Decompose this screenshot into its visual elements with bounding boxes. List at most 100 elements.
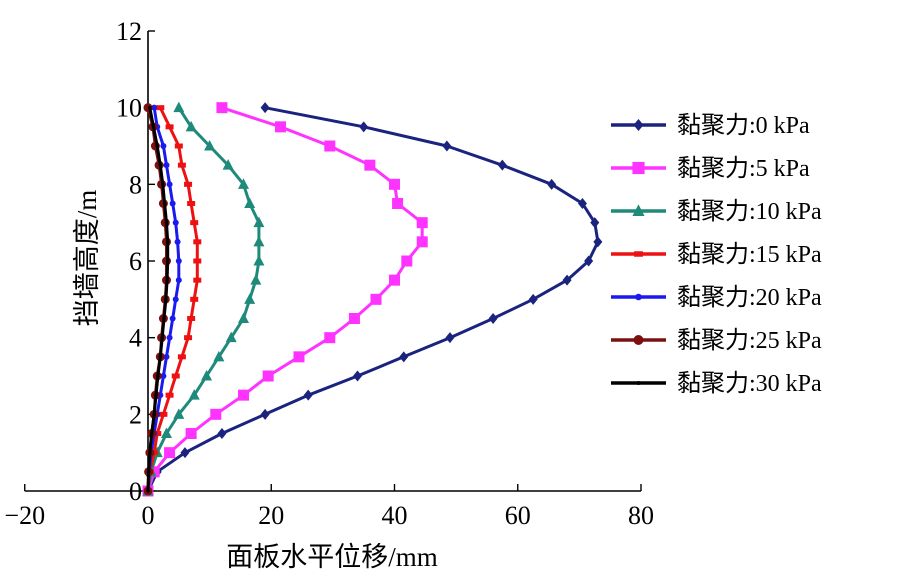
data-point bbox=[148, 450, 152, 455]
data-point bbox=[244, 293, 256, 304]
data-point bbox=[175, 258, 182, 264]
data-point bbox=[173, 101, 185, 113]
legend-item: 黏聚力:15 kPa bbox=[611, 241, 822, 268]
data-point bbox=[193, 277, 202, 283]
data-point bbox=[324, 332, 336, 344]
data-point bbox=[593, 236, 603, 248]
data-point bbox=[149, 431, 154, 436]
legend-label: 黏聚力:15 kPa bbox=[677, 241, 822, 268]
data-point bbox=[146, 489, 150, 493]
legend-label: 黏聚力:5 kPa bbox=[677, 155, 810, 182]
legend-item: 黏聚力:25 kPa bbox=[611, 327, 822, 354]
y-tick-label: 2 bbox=[129, 400, 142, 429]
data-point bbox=[238, 389, 250, 401]
data-point bbox=[389, 274, 400, 286]
data-point bbox=[217, 428, 227, 439]
data-point bbox=[177, 354, 186, 360]
y-tick-label: 8 bbox=[129, 170, 142, 199]
data-point bbox=[584, 255, 594, 267]
data-point bbox=[165, 278, 169, 282]
series-3 bbox=[142, 101, 265, 496]
data-point bbox=[164, 447, 176, 459]
data-point bbox=[184, 181, 193, 187]
series-4 bbox=[144, 105, 202, 494]
data-point bbox=[274, 121, 286, 133]
data-point bbox=[164, 220, 169, 225]
data-point bbox=[353, 370, 363, 382]
data-point bbox=[260, 102, 270, 114]
data-point bbox=[165, 124, 174, 130]
data-point bbox=[174, 238, 181, 245]
data-point bbox=[188, 389, 200, 400]
y-tick-label: 12 bbox=[116, 17, 142, 46]
data-point bbox=[416, 236, 428, 248]
y-tick-label: 6 bbox=[129, 247, 142, 276]
data-point bbox=[187, 316, 196, 321]
data-point bbox=[162, 201, 167, 206]
data-point bbox=[158, 355, 163, 359]
data-point bbox=[190, 220, 199, 226]
data-point bbox=[392, 198, 404, 209]
legend-label: 黏聚力:30 kPa bbox=[677, 370, 822, 397]
legend-label: 黏聚力:20 kPa bbox=[677, 284, 822, 311]
legend: 黏聚力:0 kPa 黏聚力:5 kPa 黏聚力:10 kPa 黏聚力:15 kPa 黏聚… bbox=[611, 112, 822, 397]
data-point bbox=[399, 351, 409, 363]
data-point bbox=[171, 373, 180, 379]
data-point bbox=[253, 235, 265, 247]
data-point bbox=[562, 274, 572, 286]
legend-item: 黏聚力:20 kPa bbox=[611, 284, 822, 311]
data-point bbox=[160, 182, 165, 187]
data-point bbox=[153, 431, 162, 436]
data-point bbox=[401, 255, 413, 267]
data-point bbox=[225, 331, 237, 343]
data-point bbox=[160, 373, 167, 379]
data-point bbox=[166, 334, 173, 341]
data-point bbox=[244, 197, 256, 208]
data-point bbox=[303, 389, 313, 401]
data-point bbox=[590, 217, 600, 229]
data-point bbox=[497, 159, 507, 171]
data-point bbox=[177, 162, 186, 168]
data-point bbox=[216, 102, 228, 114]
data-point bbox=[193, 258, 202, 264]
y-tick-label: 0 bbox=[129, 477, 142, 506]
x-tick-label: 20 bbox=[258, 501, 284, 530]
legend-label: 黏聚力:25 kPa bbox=[677, 327, 822, 354]
data-point bbox=[193, 239, 202, 245]
data-point bbox=[156, 105, 165, 111]
data-point bbox=[262, 370, 274, 382]
data-point bbox=[488, 313, 498, 324]
data-point bbox=[348, 313, 360, 324]
data-point bbox=[547, 178, 557, 190]
data-point bbox=[172, 219, 179, 226]
data-point bbox=[154, 393, 158, 397]
data-point bbox=[159, 411, 168, 417]
data-point bbox=[165, 240, 170, 244]
data-point bbox=[445, 332, 455, 344]
data-point bbox=[253, 216, 265, 228]
data-point bbox=[633, 335, 644, 345]
data-point bbox=[160, 335, 164, 340]
x-tick-label: 0 bbox=[142, 501, 155, 530]
data-point bbox=[359, 121, 369, 133]
data-point bbox=[204, 140, 216, 151]
data-point bbox=[528, 293, 538, 305]
series-1 bbox=[143, 102, 603, 497]
data-point bbox=[632, 204, 645, 216]
series-2 bbox=[142, 102, 428, 497]
data-point bbox=[185, 428, 197, 439]
data-point bbox=[634, 251, 643, 257]
data-point bbox=[184, 335, 193, 341]
legend-label: 黏聚力:10 kPa bbox=[677, 198, 822, 225]
data-point bbox=[260, 408, 270, 420]
legend-label: 黏聚力:0 kPa bbox=[677, 112, 810, 139]
data-point bbox=[250, 274, 262, 285]
data-point bbox=[210, 408, 222, 420]
data-point bbox=[164, 297, 168, 302]
data-point bbox=[165, 392, 174, 398]
data-point bbox=[166, 181, 173, 188]
series-7 bbox=[146, 105, 170, 493]
data-point bbox=[163, 353, 170, 360]
data-point bbox=[253, 255, 265, 266]
